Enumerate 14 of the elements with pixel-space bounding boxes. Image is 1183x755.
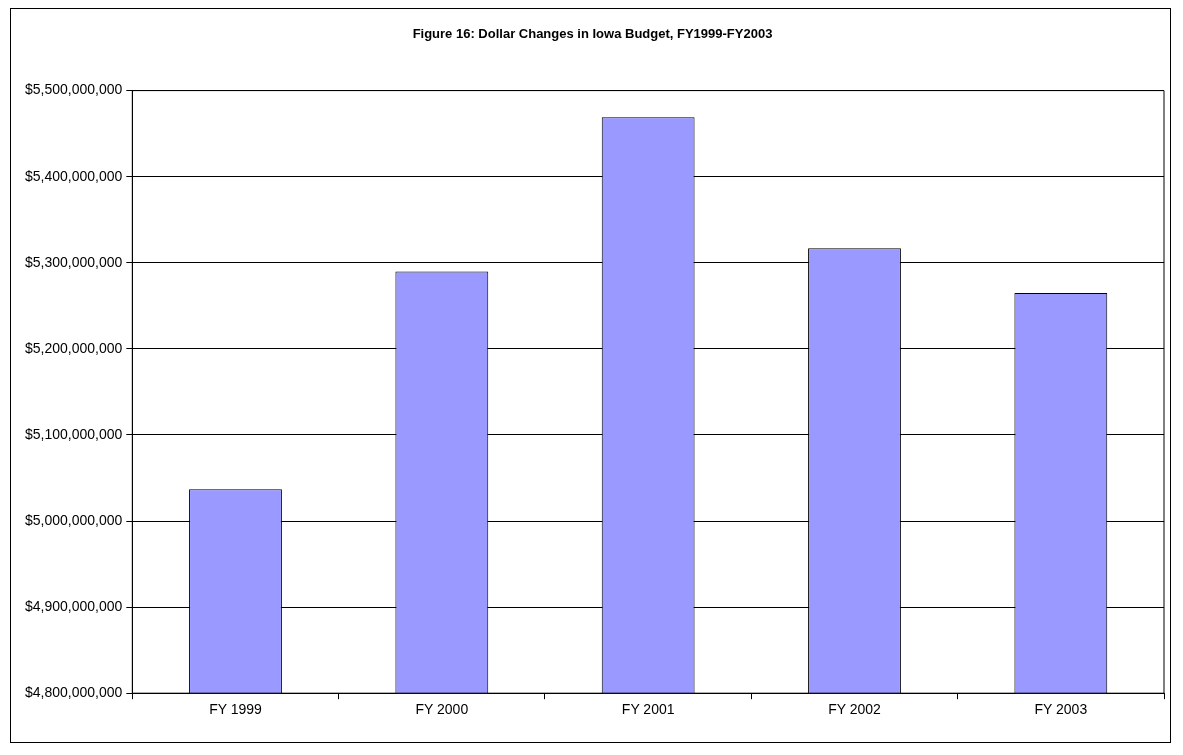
- y-tick-label: $5,300,000,000: [24, 253, 123, 270]
- y-tick-label: $5,500,000,000: [24, 81, 123, 98]
- y-tick-label: $5,000,000,000: [24, 511, 123, 528]
- x-tick-label: FY 2001: [621, 701, 675, 718]
- y-tick-label: $4,900,000,000: [24, 597, 123, 614]
- x-tick-label: FY 1999: [209, 701, 263, 718]
- x-tick-label: FY 2003: [1034, 701, 1088, 718]
- chart-title: Figure 16: Dollar Changes in Iowa Budget, FY1999-FY2003: [412, 26, 773, 42]
- y-tick-label: $4,800,000,000: [24, 684, 123, 701]
- y-tick-label: $5,100,000,000: [24, 425, 123, 442]
- y-tick-label: $5,400,000,000: [24, 167, 123, 184]
- x-tick-label: FY 2000: [415, 701, 469, 718]
- x-tick-label: FY 2002: [828, 701, 882, 718]
- y-tick-label: $5,200,000,000: [24, 339, 123, 356]
